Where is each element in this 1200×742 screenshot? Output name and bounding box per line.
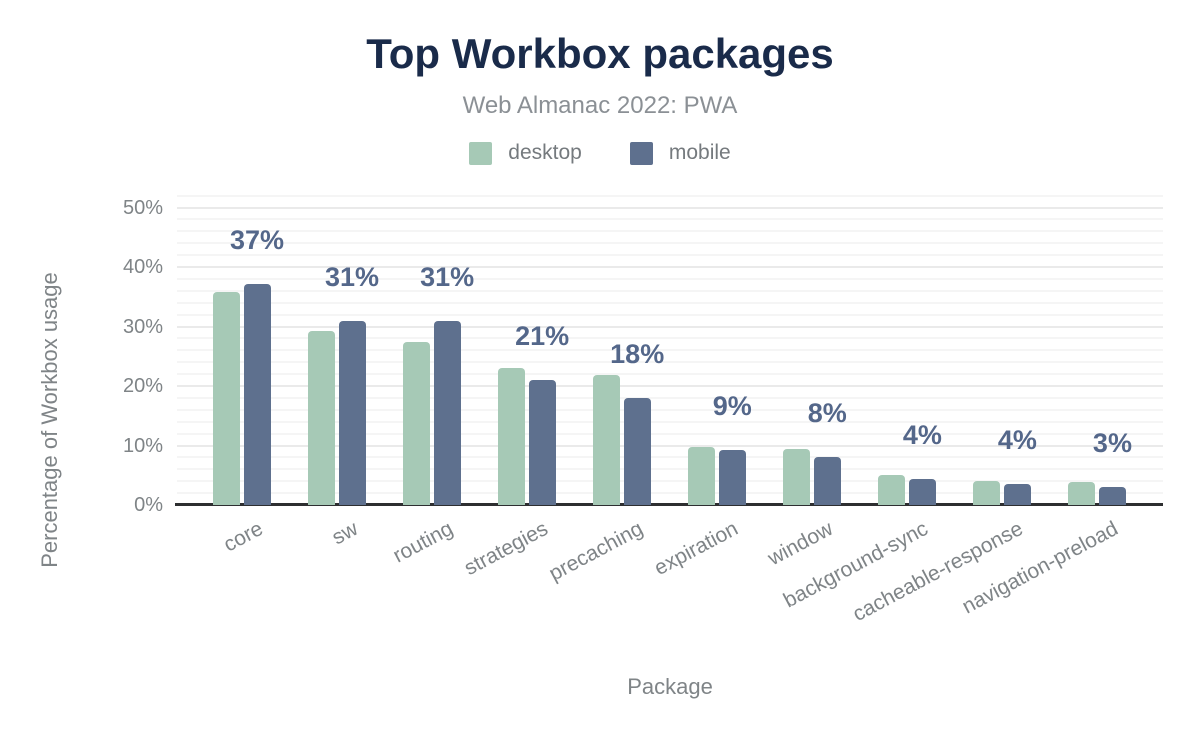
value-label-strategies: 21% (515, 321, 570, 352)
gridline-major (177, 385, 1163, 387)
gridline-minor (177, 242, 1163, 245)
gridline-minor (177, 218, 1163, 221)
gridline-major (177, 266, 1163, 268)
gridline-minor (177, 373, 1163, 376)
bar-desktop-strategies (497, 367, 525, 505)
bar-desktop-precaching (592, 374, 620, 505)
bar-desktop-navigation-preload (1067, 481, 1095, 505)
legend-label-mobile: mobile (668, 141, 731, 164)
x-axis-line (175, 503, 1163, 506)
value-label-navigation-preload: 3% (1092, 427, 1132, 458)
bar-desktop-background-sync (877, 474, 905, 505)
y-tick-label: 30% (122, 315, 163, 338)
gridline-minor (177, 194, 1163, 197)
gridline-major (177, 206, 1163, 209)
gridline-major (177, 444, 1163, 447)
value-label-routing: 31% (420, 262, 475, 293)
y-tick-label: 10% (122, 434, 163, 457)
bar-desktop-window (782, 449, 810, 505)
bar-desktop-core (212, 292, 240, 505)
legend-label-desktop: desktop (508, 141, 582, 164)
bar-desktop-routing (402, 341, 430, 505)
gridline-minor (177, 480, 1163, 483)
gridline-minor (177, 396, 1163, 399)
y-axis-title: Percentage of Workbox usage (37, 272, 62, 568)
gridline-minor (177, 349, 1163, 352)
bar-mobile-sw (338, 320, 366, 505)
value-label-core: 37% (229, 224, 285, 255)
bar-mobile-cacheable-response (1003, 483, 1031, 505)
y-tick-label: 50% (122, 196, 163, 219)
bar-mobile-expiration (718, 449, 746, 505)
x-axis-title: Package (627, 674, 713, 699)
desktop-swatch-icon (469, 141, 493, 165)
bar-desktop-expiration (687, 447, 715, 505)
bar-mobile-routing (433, 321, 461, 505)
chart-title: Top Workbox packages (366, 30, 834, 77)
y-tick-label: 0% (134, 494, 163, 516)
value-label-cacheable-response: 4% (997, 424, 1037, 455)
chart-subtitle: Web Almanac 2022: PWA (462, 92, 738, 119)
mobile-swatch-icon (629, 141, 653, 165)
y-tick-label: 40% (122, 256, 163, 278)
gridline-minor (177, 301, 1163, 304)
bar-desktop-cacheable-response (972, 480, 1000, 505)
bar-mobile-navigation-preload (1098, 486, 1126, 505)
gridline-minor (177, 492, 1163, 495)
gridline-minor (177, 337, 1163, 340)
gridline-minor (177, 456, 1163, 459)
gridline-minor (177, 468, 1163, 471)
value-label-expiration: 9% (712, 390, 752, 421)
gridline-minor (177, 408, 1163, 411)
gridline-minor (177, 254, 1163, 257)
value-label-precaching: 18% (610, 338, 665, 369)
gridline-minor (177, 432, 1163, 435)
value-label-window: 8% (807, 397, 847, 428)
gridline-minor (177, 230, 1163, 233)
y-tick-label: 20% (122, 375, 163, 397)
bar-mobile-window (813, 456, 841, 505)
legend-item-mobile: mobile (629, 141, 731, 165)
gridline-minor (177, 277, 1163, 280)
legend-item-desktop: desktop (469, 141, 582, 165)
gridline-minor (177, 313, 1163, 316)
gridline-minor (177, 289, 1163, 292)
gridline-major (177, 325, 1163, 328)
gridline-minor (177, 361, 1163, 364)
legend: desktop mobile (0, 141, 1200, 165)
value-label-background-sync: 4% (902, 420, 942, 451)
plot-area: 0% 10% 20% 30% 40% 50% 37% core 31% sw 31% routing 2… (123, 194, 1163, 626)
value-label-sw: 31% (325, 261, 380, 292)
gridline-minor (177, 420, 1163, 423)
bar-mobile-precaching (623, 397, 651, 505)
bar-desktop-sw (307, 331, 335, 505)
bar-mobile-strategies (528, 380, 556, 505)
bar-mobile-background-sync (908, 479, 936, 505)
bar-mobile-core (243, 283, 271, 505)
